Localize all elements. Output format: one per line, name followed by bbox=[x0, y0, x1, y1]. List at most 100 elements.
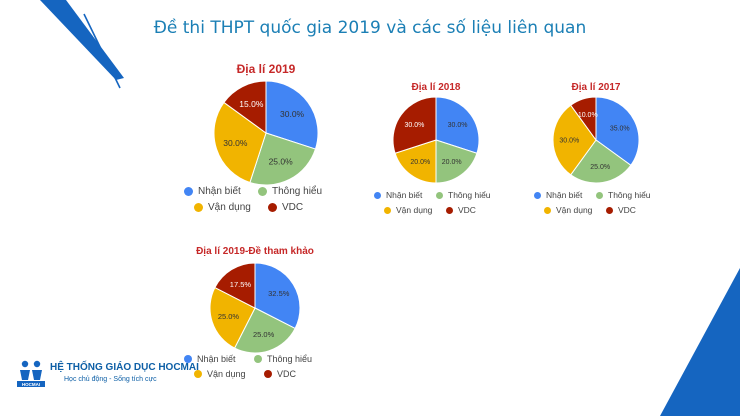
pie-slice-thông-hiểu bbox=[435, 139, 478, 184]
brand-logo: HOCMAI HỆ THỐNG GIÁO DỤC HOCMAI Học chủ … bbox=[16, 356, 199, 390]
slice-data-label: 30.0% bbox=[448, 122, 468, 129]
pie-chart-4: Địa lí 2019-Đề tham khảo 32.5% 25.0% 25.0% 1… bbox=[184, 246, 320, 384]
legend-swatch bbox=[446, 206, 453, 214]
pie-slice-vdc bbox=[223, 80, 267, 134]
pie-slice-nhận-biết bbox=[595, 96, 640, 166]
legend-swatch bbox=[544, 206, 551, 214]
chart-title: Địa lí 2017 bbox=[571, 82, 621, 93]
logo-wordmark: HOCMAI bbox=[22, 382, 40, 387]
pie-chart-3: Địa lí 2017 35.0% 25.0% 30.0% 10.0% Nhận biết… bbox=[534, 82, 652, 220]
legend-label: VDC bbox=[282, 202, 304, 213]
pie-svg: 30.0% 20.0% 20.0% 30.0% bbox=[392, 96, 480, 184]
pie-slice-vận-dụng bbox=[552, 104, 597, 176]
legend-label: Thông hiểu bbox=[448, 190, 491, 200]
legend-swatch bbox=[184, 355, 192, 363]
legend-item: Nhận biết bbox=[184, 354, 236, 364]
decor-stripe-thin bbox=[83, 13, 121, 89]
legend-item: VDC bbox=[446, 205, 476, 215]
legend-swatch bbox=[384, 206, 391, 214]
slice-data-label: 25.0% bbox=[218, 312, 240, 321]
legend-item: VDC bbox=[606, 205, 636, 215]
legend-item: Thông hiểu bbox=[596, 190, 651, 200]
slice-data-label: 30.0% bbox=[559, 137, 579, 144]
legend-swatch bbox=[194, 203, 203, 212]
legend-label: Nhận biết bbox=[546, 190, 583, 200]
legend-swatch bbox=[534, 191, 541, 199]
chart-title: Địa lí 2019 bbox=[236, 62, 296, 76]
legend-item: Nhận biết bbox=[184, 186, 241, 197]
pie-svg: 32.5% 25.0% 25.0% 17.5% bbox=[209, 262, 301, 354]
legend-label: Nhận biết bbox=[197, 354, 236, 364]
legend-swatch bbox=[606, 206, 613, 214]
legend-label: Vận dụng bbox=[556, 205, 593, 215]
legend-item: Thông hiểu bbox=[254, 354, 312, 364]
slice-data-label: 17.5% bbox=[230, 280, 252, 289]
pie-chart-2: Địa lí 2018 30.0% 20.0% 20.0% 30.0% Nhận biết… bbox=[374, 82, 492, 220]
legend-label: Vận dụng bbox=[396, 205, 433, 215]
legend-swatch bbox=[436, 191, 443, 199]
legend-item: Nhận biết bbox=[534, 190, 582, 200]
pie-slice-nhận-biết bbox=[254, 262, 301, 330]
legend-swatch bbox=[268, 203, 277, 212]
slice-data-label: 10.0% bbox=[578, 112, 598, 119]
pie-slice-vdc bbox=[214, 262, 256, 309]
pie-slice-nhận-biết bbox=[265, 80, 319, 150]
legend-swatch bbox=[264, 370, 272, 378]
legend-swatch bbox=[258, 187, 267, 196]
legend-label: Nhận biết bbox=[386, 190, 423, 200]
legend-label: Vận dụng bbox=[207, 369, 246, 379]
legend-label: VDC bbox=[277, 369, 297, 379]
legend-swatch bbox=[184, 187, 193, 196]
pie-slice-vdc bbox=[570, 96, 597, 142]
legend-label: Thông hiểu bbox=[272, 186, 323, 197]
pie-slice-nhận-biết bbox=[435, 96, 480, 154]
legend-item: VDC bbox=[264, 369, 296, 379]
slice-data-label: 30.0% bbox=[405, 122, 425, 129]
slice-data-label: 32.5% bbox=[268, 289, 290, 298]
legend-label: Thông hiểu bbox=[267, 354, 313, 364]
decor-stripe-thick bbox=[40, 0, 124, 80]
legend-item: Vận dụng bbox=[544, 205, 592, 215]
slice-data-label: 30.0% bbox=[223, 138, 248, 148]
legend-swatch bbox=[254, 355, 262, 363]
slice-data-label: 25.0% bbox=[590, 164, 610, 171]
pie-svg: 35.0% 25.0% 30.0% 10.0% bbox=[552, 96, 640, 184]
legend-label: Nhận biết bbox=[198, 186, 241, 197]
legend-item: Nhận biết bbox=[374, 190, 422, 200]
page-title: Đề thi THPT quốc gia 2019 và các số liệu… bbox=[153, 18, 587, 38]
legend-swatch bbox=[596, 191, 603, 199]
slice-data-label: 20.0% bbox=[442, 159, 462, 166]
pie-slice-thông-hiểu bbox=[249, 132, 317, 186]
legend-item: Thông hiểu bbox=[258, 186, 322, 197]
chart-title: Địa lí 2018 bbox=[411, 82, 461, 93]
legend-swatch bbox=[194, 370, 202, 378]
pie-slice-vận-dụng bbox=[213, 101, 267, 184]
brand-name: HỆ THỐNG GIÁO DỤC HOCMAI bbox=[50, 362, 199, 373]
slice-data-label: 15.0% bbox=[239, 99, 264, 109]
pie-svg: 30.0% 25.0% 30.0% 15.0% bbox=[213, 80, 319, 186]
brand-tagline: Học chủ động - Sống tích cực bbox=[64, 376, 157, 383]
legend-label: VDC bbox=[618, 205, 636, 215]
legend-label: Thông hiểu bbox=[608, 190, 651, 200]
legend-item: Vận dụng bbox=[194, 202, 251, 213]
pie-slice-vdc bbox=[392, 96, 437, 154]
legend-label: VDC bbox=[458, 205, 476, 215]
hocmai-logo-icon: HOCMAI bbox=[17, 360, 45, 387]
pie-chart-1: Địa lí 2019 30.0% 25.0% 30.0% 15.0% Nhận biết… bbox=[184, 62, 336, 218]
slice-data-label: 25.0% bbox=[253, 330, 275, 339]
legend-item: VDC bbox=[268, 202, 303, 213]
pie-slice-vận-dụng bbox=[394, 139, 437, 184]
slice-data-label: 20.0% bbox=[410, 159, 430, 166]
legend-item: Thông hiểu bbox=[436, 190, 491, 200]
legend-item: Vận dụng bbox=[384, 205, 432, 215]
chart-title: Địa lí 2019-Đề tham khảo bbox=[196, 246, 314, 257]
legend-label: Vận dụng bbox=[208, 202, 251, 213]
pie-slice-thông-hiểu bbox=[570, 139, 632, 184]
legend-item: Vận dụng bbox=[194, 369, 246, 379]
slice-data-label: 35.0% bbox=[610, 125, 630, 132]
decor-triangle-bottom-right bbox=[660, 268, 740, 416]
slice-data-label: 30.0% bbox=[280, 109, 305, 119]
legend-swatch bbox=[374, 191, 381, 199]
slice-data-label: 25.0% bbox=[269, 157, 294, 167]
